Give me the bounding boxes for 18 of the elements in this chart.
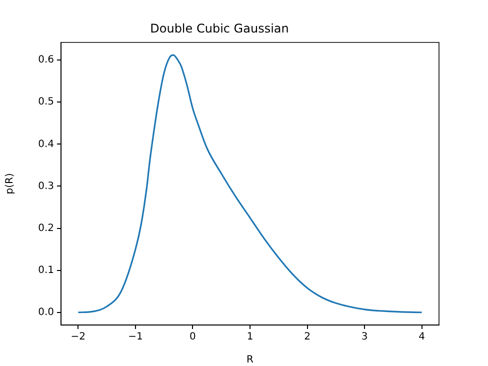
- y-tick-label: 0.3: [38, 180, 54, 192]
- x-tick-label: −1: [128, 332, 143, 343]
- x-tick-label: 4: [418, 332, 426, 343]
- x-axis-title: R: [246, 354, 254, 366]
- y-axis-title: p(R): [4, 173, 16, 194]
- x-tick-label: 3: [361, 332, 368, 343]
- y-tick-label: 0.6: [38, 54, 54, 66]
- y-tick-label: 0.4: [38, 138, 54, 150]
- x-tick-label: 0: [190, 332, 196, 343]
- chart-title: Double Cubic Gaussian: [150, 21, 289, 36]
- x-tick-label: −2: [70, 332, 86, 343]
- x-tick-label: 2: [304, 332, 310, 343]
- x-tick-label: 1: [246, 332, 254, 343]
- y-tick-label: 0.2: [38, 222, 54, 234]
- y-tick-label: 0.0: [38, 306, 54, 318]
- line-series: [77, 54, 423, 314]
- y-tick-label: 0.5: [38, 96, 54, 108]
- y-tick-label: 0.1: [38, 264, 54, 276]
